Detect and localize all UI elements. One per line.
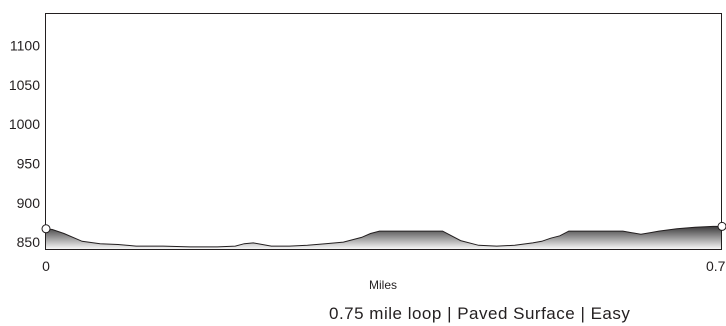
x-axis-ticks: 00.75	[42, 258, 726, 274]
start-marker	[41, 224, 51, 234]
y-tick-label: 1000	[9, 116, 40, 132]
y-tick-label: 950	[17, 156, 41, 172]
trail-caption: 0.75 mile loop | Paved Surface | Easy	[329, 304, 631, 323]
x-tick-label: 0	[42, 258, 50, 274]
y-tick-label: 850	[17, 234, 41, 250]
y-tick-label: 1100	[10, 38, 40, 54]
elevation-area	[46, 226, 722, 250]
x-axis-title: Miles	[369, 278, 397, 292]
y-tick-label: 900	[17, 195, 41, 211]
y-tick-label: 1050	[9, 77, 40, 93]
plot-frame	[45, 13, 722, 250]
x-tick-label: 0.75	[706, 258, 726, 274]
elevation-line	[45, 225, 722, 248]
y-axis-ticks: 850 900 950 1000 1050 1100	[9, 38, 40, 251]
end-marker	[717, 221, 726, 231]
